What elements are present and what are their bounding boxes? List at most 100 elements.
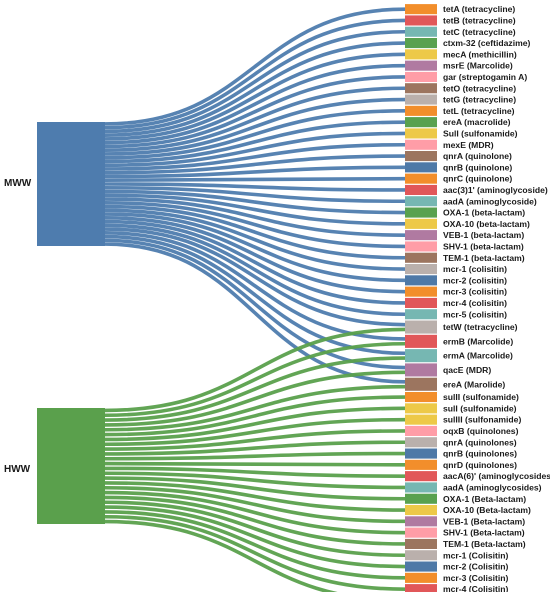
target-label-45: SHV-1 (Beta-lactam) [443, 528, 525, 538]
link-mww-26 [104, 219, 406, 305]
link-mww-2 [104, 29, 406, 134]
target-label-30: ermA (Marcolide) [443, 351, 513, 361]
target-label-11: SulI (sulfonamide) [443, 128, 518, 138]
link-hww-42 [104, 476, 406, 501]
link-hww-51 [104, 519, 339, 592]
target-label-37: qnrA (quinolones) [443, 437, 517, 447]
target-label-6: gar (streptogamin A) [443, 72, 527, 82]
target-node-38 [405, 448, 437, 459]
link-hww-28 [104, 327, 406, 413]
target-node-46 [405, 538, 437, 549]
link-mww-22 [104, 204, 406, 260]
target-node-50 [405, 584, 437, 592]
target-node-48 [405, 561, 437, 572]
link-mww-23 [104, 208, 406, 271]
target-label-5: msrE (Marcolide) [443, 61, 513, 71]
target-label-41: aadA (aminoglycosides) [443, 482, 542, 492]
link-hww-48 [104, 505, 406, 569]
target-node-0 [405, 4, 437, 15]
link-hww-50 [104, 514, 406, 591]
target-label-50: mcr-4 (Colisitin) [443, 584, 509, 592]
link-hww-29 [104, 341, 406, 418]
target-node-19 [405, 218, 437, 229]
target-node-28 [405, 320, 437, 334]
target-label-12: mexE (MDR) [443, 140, 494, 150]
link-hww-47 [104, 500, 406, 558]
target-label-47: mcr-1 (Colisitin) [443, 550, 509, 560]
target-label-27: mcr-5 (colisitin) [443, 309, 507, 319]
target-node-44 [405, 516, 437, 527]
target-label-8: tetG (tetracycline) [443, 95, 516, 105]
target-node-42 [405, 493, 437, 504]
source-node-hww [37, 408, 105, 524]
link-hww-32 [104, 384, 406, 432]
link-mww-8 [104, 97, 406, 156]
target-node-17 [405, 196, 437, 207]
target-label-29: ermB (Marcolide) [443, 336, 513, 346]
target-node-30 [405, 349, 437, 363]
target-node-26 [405, 297, 437, 308]
target-node-1 [405, 15, 437, 26]
target-label-1: tetB (tetracycline) [443, 15, 516, 25]
target-node-4 [405, 49, 437, 60]
target-node-8 [405, 94, 437, 105]
link-mww-19 [104, 193, 406, 226]
target-label-13: qnrA (quinolone) [443, 151, 512, 161]
target-node-34 [405, 403, 437, 414]
link-mww-1 [104, 18, 406, 130]
link-hww-49 [104, 510, 406, 580]
target-label-32: ereA (Marolide) [443, 379, 505, 389]
target-label-38: qnrB (quinolones) [443, 449, 517, 459]
target-label-24: mcr-2 (colisitin) [443, 275, 507, 285]
target-node-21 [405, 241, 437, 252]
link-hww-38 [104, 451, 406, 461]
link-mww-20 [104, 197, 406, 237]
target-label-3: ctxm-32 (ceftidazime) [443, 38, 531, 48]
target-node-12 [405, 139, 437, 150]
target-label-35: sulIII (sulfonamide) [443, 415, 521, 425]
target-label-10: ereA (macrolide) [443, 117, 511, 127]
target-node-37 [405, 437, 437, 448]
link-mww-0 [104, 7, 406, 126]
target-label-49: mcr-3 (Colisitin) [443, 573, 509, 583]
link-mww-24 [104, 212, 406, 283]
link-hww-46 [104, 495, 406, 546]
target-label-21: SHV-1 (beta-lactam) [443, 241, 524, 251]
link-hww-40 [104, 466, 406, 478]
target-label-4: mecA (methicillin) [443, 49, 517, 59]
target-label-31: qacE (MDR) [443, 365, 491, 375]
target-node-18 [405, 207, 437, 218]
target-label-44: VEB-1 (Beta-lactam) [443, 516, 525, 526]
link-mww-15 [104, 176, 406, 183]
link-mww-9 [104, 109, 406, 160]
target-label-25: mcr-3 (colisitin) [443, 287, 507, 297]
target-label-42: OXA-1 (Beta-lactam) [443, 494, 526, 504]
target-node-35 [405, 414, 437, 425]
source-nodes: MWW HWW [4, 122, 105, 524]
target-node-22 [405, 252, 437, 263]
target-node-6 [405, 71, 437, 82]
target-label-14: qnrB (quinolone) [443, 162, 512, 172]
target-node-45 [405, 527, 437, 538]
link-hww-39 [104, 461, 406, 467]
target-label-0: tetA (tetracycline) [443, 4, 515, 14]
target-label-46: TEM-1 (Beta-lactam) [443, 539, 526, 549]
link-hww-31 [104, 370, 406, 427]
target-node-47 [405, 550, 437, 561]
target-label-28: tetW (tetracycline) [443, 322, 518, 332]
link-hww-33 [104, 395, 406, 437]
target-node-15 [405, 173, 437, 184]
link-mww-13 [104, 154, 406, 175]
link-hww-36 [104, 429, 406, 451]
sankey-links [104, 7, 406, 592]
target-node-11 [405, 128, 437, 139]
target-label-48: mcr-2 (Colisitin) [443, 562, 509, 572]
target-node-33 [405, 392, 437, 403]
target-label-36: oqxB (quinolones) [443, 426, 519, 436]
link-mww-28 [104, 227, 406, 327]
link-mww-14 [104, 165, 406, 179]
link-mww-21 [104, 200, 406, 249]
link-hww-41 [104, 471, 406, 490]
source-node-mww [37, 122, 105, 246]
